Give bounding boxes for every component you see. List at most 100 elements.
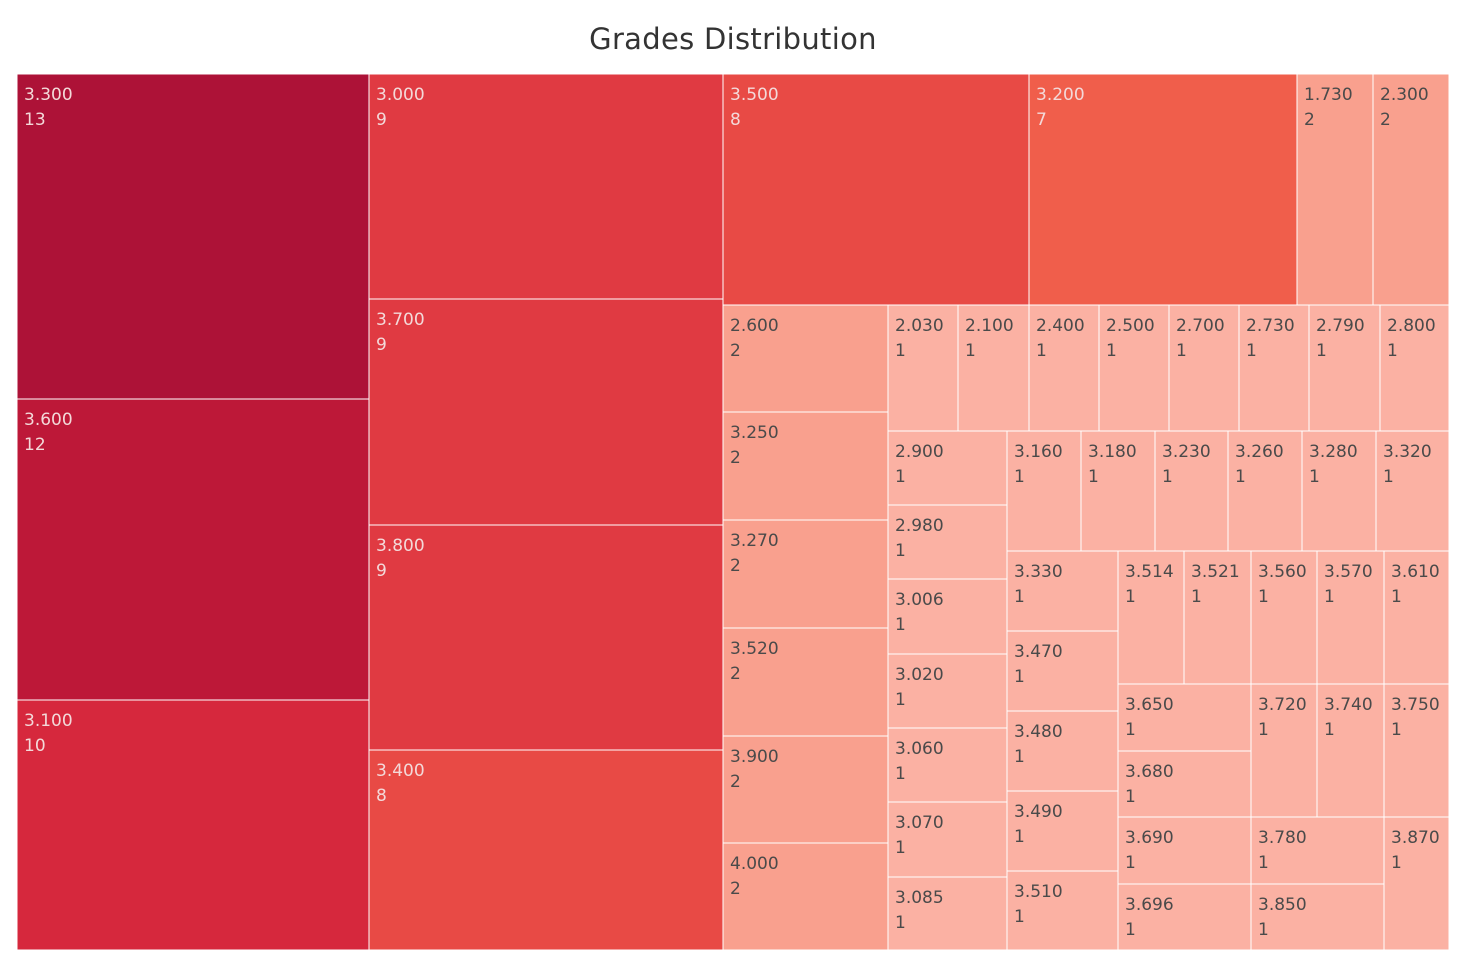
tile-rect-3-850[interactable]: [1250, 883, 1385, 951]
tile-rect-3-870[interactable]: [1383, 816, 1450, 951]
treemap-tile-3-100[interactable]: 3.100 10: [16, 699, 370, 951]
tile-rect-3-696[interactable]: [1117, 883, 1252, 951]
treemap-tile-3-740[interactable]: 3.740 1: [1316, 683, 1385, 818]
treemap-tile-3-500[interactable]: 3.500 8: [722, 73, 1030, 306]
tile-rect-2-980[interactable]: [887, 504, 1008, 580]
tile-rect-3-750[interactable]: [1383, 683, 1450, 818]
tile-rect-2-400[interactable]: [1028, 304, 1100, 432]
tile-rect-3-740[interactable]: [1316, 683, 1385, 818]
treemap-tile-2-100[interactable]: 2.100 1: [957, 304, 1030, 432]
treemap-tile-2-800[interactable]: 2.800 1: [1379, 304, 1450, 432]
tile-rect-3-020[interactable]: [887, 653, 1008, 729]
treemap-tile-3-490[interactable]: 3.490 1: [1006, 790, 1119, 872]
tile-rect-3-470[interactable]: [1006, 630, 1119, 712]
treemap-tile-3-750[interactable]: 3.750 1: [1383, 683, 1450, 818]
treemap-tile-2-980[interactable]: 2.980 1: [887, 504, 1008, 580]
treemap-tile-2-030[interactable]: 2.030 1: [887, 304, 959, 432]
treemap-tile-3-085[interactable]: 3.085 1: [887, 876, 1008, 951]
tile-rect-3-100[interactable]: [16, 699, 370, 951]
treemap-tile-3-060[interactable]: 3.060 1: [887, 727, 1008, 803]
treemap-tile-3-260[interactable]: 3.260 1: [1227, 430, 1303, 552]
tile-rect-3-514[interactable]: [1117, 550, 1185, 685]
treemap-tile-1-730[interactable]: 1.730 2: [1296, 73, 1374, 306]
treemap-tile-3-650[interactable]: 3.650 1: [1117, 683, 1252, 752]
tile-rect-3-510[interactable]: [1006, 870, 1119, 951]
tile-rect-3-320[interactable]: [1375, 430, 1450, 552]
treemap-tile-3-680[interactable]: 3.680 1: [1117, 750, 1252, 818]
tile-rect-3-480[interactable]: [1006, 710, 1119, 792]
treemap-tile-3-850[interactable]: 3.850 1: [1250, 883, 1385, 951]
treemap-tile-3-690[interactable]: 3.690 1: [1117, 816, 1252, 885]
treemap-tile-3-270[interactable]: 3.270 2: [722, 519, 889, 629]
tile-rect-3-060[interactable]: [887, 727, 1008, 803]
tile-rect-3-260[interactable]: [1227, 430, 1303, 552]
tile-rect-2-600[interactable]: [722, 304, 889, 413]
tile-rect-3-160[interactable]: [1006, 430, 1082, 552]
tile-rect-2-800[interactable]: [1379, 304, 1450, 432]
tile-rect-3-780[interactable]: [1250, 816, 1385, 885]
treemap-tile-3-720[interactable]: 3.720 1: [1250, 683, 1318, 818]
tile-rect-3-230[interactable]: [1154, 430, 1229, 552]
tile-rect-2-790[interactable]: [1308, 304, 1381, 432]
treemap-tile-3-470[interactable]: 3.470 1: [1006, 630, 1119, 712]
tile-rect-3-070[interactable]: [887, 801, 1008, 878]
tile-rect-3-720[interactable]: [1250, 683, 1318, 818]
treemap-tile-3-020[interactable]: 3.020 1: [887, 653, 1008, 729]
treemap-tile-3-696[interactable]: 3.696 1: [1117, 883, 1252, 951]
treemap-tile-3-520[interactable]: 3.520 2: [722, 627, 889, 737]
tile-rect-3-560[interactable]: [1250, 550, 1318, 685]
treemap-tile-3-300[interactable]: 3.300 13: [16, 73, 370, 400]
treemap-tile-4-000[interactable]: 4.000 2: [722, 842, 889, 951]
treemap-tile-3-230[interactable]: 3.230 1: [1154, 430, 1229, 552]
tile-rect-3-330[interactable]: [1006, 550, 1119, 632]
treemap-tile-3-780[interactable]: 3.780 1: [1250, 816, 1385, 885]
treemap-tile-2-700[interactable]: 2.700 1: [1168, 304, 1240, 432]
treemap-tile-3-006[interactable]: 3.006 1: [887, 578, 1008, 655]
tile-rect-1-730[interactable]: [1296, 73, 1374, 306]
tile-rect-3-600[interactable]: [16, 398, 370, 701]
treemap-tile-3-330[interactable]: 3.330 1: [1006, 550, 1119, 632]
treemap-tile-3-180[interactable]: 3.180 1: [1080, 430, 1156, 552]
treemap-tile-3-610[interactable]: 3.610 1: [1383, 550, 1450, 685]
treemap-tile-3-280[interactable]: 3.280 1: [1301, 430, 1377, 552]
treemap-tile-3-320[interactable]: 3.320 1: [1375, 430, 1450, 552]
tile-rect-3-270[interactable]: [722, 519, 889, 629]
treemap-tile-3-480[interactable]: 3.480 1: [1006, 710, 1119, 792]
tile-rect-4-000[interactable]: [722, 842, 889, 951]
tile-rect-3-006[interactable]: [887, 578, 1008, 655]
treemap-tile-3-000[interactable]: 3.000 9: [368, 73, 724, 300]
treemap-tile-3-900[interactable]: 3.900 2: [722, 735, 889, 844]
treemap-tile-3-400[interactable]: 3.400 8: [368, 749, 724, 951]
tile-rect-3-085[interactable]: [887, 876, 1008, 951]
treemap-tile-3-800[interactable]: 3.800 9: [368, 524, 724, 751]
tile-rect-3-610[interactable]: [1383, 550, 1450, 685]
treemap-tile-3-600[interactable]: 3.600 12: [16, 398, 370, 701]
tile-rect-3-400[interactable]: [368, 749, 724, 951]
treemap-tile-2-900[interactable]: 2.900 1: [887, 430, 1008, 506]
treemap-tile-2-400[interactable]: 2.400 1: [1028, 304, 1100, 432]
tile-rect-2-030[interactable]: [887, 304, 959, 432]
tile-rect-2-300[interactable]: [1372, 73, 1450, 306]
tile-rect-3-650[interactable]: [1117, 683, 1252, 752]
tile-rect-3-700[interactable]: [368, 298, 724, 526]
tile-rect-3-521[interactable]: [1183, 550, 1252, 685]
tile-rect-3-300[interactable]: [16, 73, 370, 400]
treemap-tile-3-510[interactable]: 3.510 1: [1006, 870, 1119, 951]
treemap-tile-2-300[interactable]: 2.300 2: [1372, 73, 1450, 306]
tile-rect-2-700[interactable]: [1168, 304, 1240, 432]
tile-rect-3-000[interactable]: [368, 73, 724, 300]
treemap-tile-3-521[interactable]: 3.521 1: [1183, 550, 1252, 685]
treemap-tile-2-790[interactable]: 2.790 1: [1308, 304, 1381, 432]
tile-rect-3-500[interactable]: [722, 73, 1030, 306]
treemap-tile-2-730[interactable]: 2.730 1: [1238, 304, 1310, 432]
treemap-tile-2-500[interactable]: 2.500 1: [1098, 304, 1170, 432]
treemap-tile-3-250[interactable]: 3.250 2: [722, 411, 889, 521]
treemap-tile-3-200[interactable]: 3.200 7: [1028, 73, 1298, 306]
tile-rect-2-730[interactable]: [1238, 304, 1310, 432]
treemap-tile-2-600[interactable]: 2.600 2: [722, 304, 889, 413]
treemap-tile-3-870[interactable]: 3.870 1: [1383, 816, 1450, 951]
tile-rect-3-250[interactable]: [722, 411, 889, 521]
treemap-tile-3-700[interactable]: 3.700 9: [368, 298, 724, 526]
tile-rect-3-180[interactable]: [1080, 430, 1156, 552]
tile-rect-2-100[interactable]: [957, 304, 1030, 432]
